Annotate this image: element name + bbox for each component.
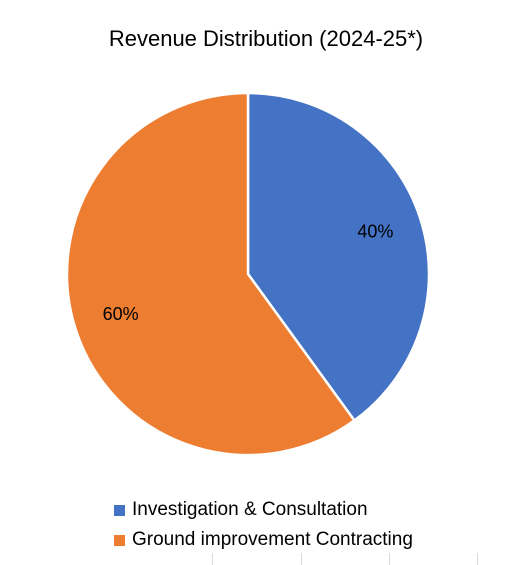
tick-mark (389, 553, 390, 565)
data-label-ground-improvement-contracting: 60% (103, 304, 139, 324)
legend-item-ground-improvement-contracting: Ground improvement Contracting (114, 525, 413, 555)
legend-swatch-ground-improvement-contracting (114, 534, 125, 546)
pie-slice-investigation-consultation (246, 91, 431, 422)
data-label-investigation-consultation: 40% (357, 221, 393, 241)
legend-label-ground-improvement-contracting: Ground improvement Contracting (132, 529, 413, 550)
chart-title: Revenue Distribution (2024-25*) (108, 26, 424, 51)
chart-legend: Investigation & Consultation Ground impr… (114, 495, 413, 555)
pie-data-labels: 40% 60% (103, 221, 394, 324)
tick-mark (212, 553, 213, 565)
bottom-tick-marks (0, 553, 532, 565)
legend-label-investigation-consultation: Investigation & Consultation (132, 499, 368, 520)
pie-slices (65, 91, 431, 457)
legend-swatch-investigation-consultation (114, 504, 125, 516)
tick-mark (477, 553, 478, 565)
tick-mark (301, 553, 302, 565)
pie-slice-ground-improvement-contracting (65, 91, 356, 457)
legend-item-investigation-consultation: Investigation & Consultation (114, 495, 413, 525)
